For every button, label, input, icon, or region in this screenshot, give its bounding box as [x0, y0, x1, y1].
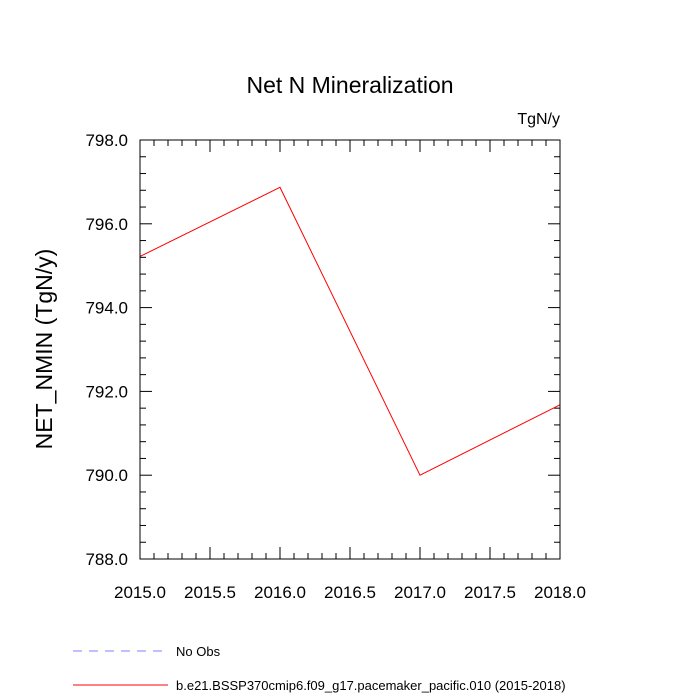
series-layer	[139, 186, 561, 476]
y-tick-label: 796.0	[85, 215, 128, 234]
y-tick-label: 792.0	[85, 382, 128, 401]
legend-label: b.e21.BSSP370cmip6.f09_g17.pacemaker_pac…	[176, 678, 566, 693]
x-tick-label: 2016.0	[254, 583, 306, 602]
y-tick-label: 788.0	[85, 550, 128, 569]
x-tick-label: 2018.0	[534, 583, 586, 602]
x-tick-label: 2016.5	[324, 583, 376, 602]
x-tick-label: 2017.5	[464, 583, 516, 602]
legend: No Obs b.e21.BSSP370cmip6.f09_g17.pacemak…	[73, 644, 566, 693]
chart-title: Net N Mineralization	[246, 72, 453, 98]
x-tick-label: 2015.0	[114, 583, 166, 602]
x-tick-label: 2017.0	[394, 583, 446, 602]
x-tick-label: 2015.5	[184, 583, 236, 602]
y-tick-label: 798.0	[85, 131, 128, 150]
series-line	[139, 186, 561, 476]
legend-label: No Obs	[176, 644, 221, 659]
units-label: TgN/y	[517, 111, 560, 128]
y-axis-label: NET_NMIN (TgN/y)	[31, 249, 57, 450]
major-ticks	[139, 139, 561, 560]
plot-frame	[139, 139, 561, 560]
y-tick-label: 794.0	[85, 299, 128, 318]
y-tick-label: 790.0	[85, 466, 128, 485]
tick-labels: 2015.0 2015.5 2016.0 2016.5 2017.0 2017.5 2018…	[85, 131, 586, 602]
minor-ticks	[140, 140, 560, 559]
